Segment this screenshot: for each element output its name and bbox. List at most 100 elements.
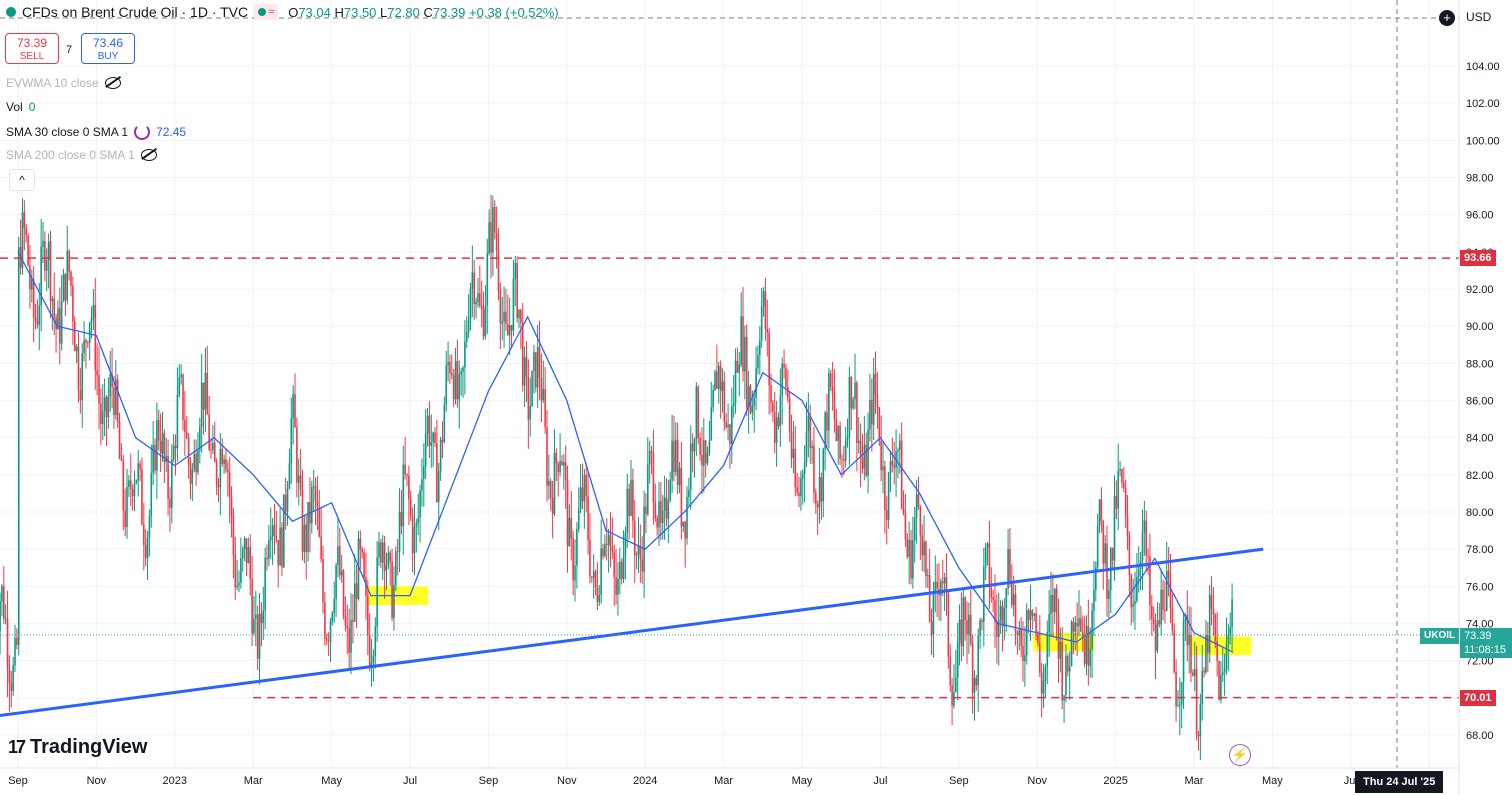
candle-body [1027,610,1030,620]
candle-body [986,543,989,548]
candle-body [764,291,767,329]
candle-body [318,507,321,537]
candle-body [680,467,683,527]
candle-body [107,396,110,418]
buy-button[interactable]: 73.46 BUY [81,33,135,64]
candle-body [736,360,739,373]
candle-body [872,373,875,425]
level-tag-lower: 70.01 [1460,689,1496,706]
candle-body [843,459,845,461]
candle-body [1229,627,1232,636]
candle-body [725,421,728,428]
candle-body [245,538,248,563]
indicator-evwma[interactable]: EVWMA 10 close [6,76,121,90]
data-status-badge[interactable]: ≈ [254,4,279,20]
eye-hidden-icon[interactable] [140,149,157,161]
candle-body [891,460,894,465]
symbol-title[interactable]: CFDs on Brent Crude Oil · 1D · TVC [22,4,249,20]
candle-body [281,527,283,568]
candle-body [792,448,795,459]
candle-body [781,363,784,396]
collapse-legend-button[interactable]: ^ [9,169,35,191]
candle-body [788,398,791,432]
candle-body [1063,695,1065,701]
candle-body [443,404,446,443]
candle-body [857,440,860,443]
candle-body [471,272,474,289]
buy-label: BUY [97,51,119,62]
candle-body [297,475,300,483]
candle-body [1136,576,1138,602]
candle-body [1126,515,1129,536]
candle-body [1080,618,1082,632]
candle-body [620,561,623,580]
candle-body [1053,588,1056,612]
candle-body [269,536,272,541]
indicator-vol[interactable]: Vol 0 [6,100,35,114]
sell-button[interactable]: 73.39 SELL [5,33,59,64]
candle-body [363,552,365,578]
lightning-icon[interactable]: ⚡ [1229,744,1251,766]
candle-body [1040,672,1043,694]
candle-body [255,614,257,619]
candle-body [342,570,345,616]
candle-body [44,241,46,271]
candle-body [185,431,188,438]
candle-body [570,518,573,539]
candle-body [148,516,151,538]
candle-body [1087,626,1090,666]
candle-body [893,464,896,468]
candle-body [294,394,296,428]
candle-body [650,451,653,454]
x-tick-label: Mar [244,775,263,787]
candle-body [1214,614,1217,642]
candle-body [393,585,395,618]
candle-body [1018,629,1021,636]
candle-body [908,540,910,557]
candle-body [962,597,965,647]
add-plus-icon[interactable]: + [1439,10,1455,26]
candle-body [419,490,421,518]
candle-body [602,548,604,557]
candle-body [553,452,556,515]
candle-body [912,539,914,579]
indicator-sma30[interactable]: SMA 30 close 0 SMA 1 72.45 [6,124,186,140]
eye-hidden-icon[interactable] [104,77,121,89]
candle-body [1137,569,1140,577]
candle-body [518,309,520,319]
candle-body [915,494,918,518]
candle-body [325,638,328,641]
candle-body [1156,620,1159,651]
candle-body [1165,570,1168,611]
candle-body [266,557,268,560]
crosshair-date-label: Thu 24 Jul '25 [1355,771,1444,793]
y-tick-label: 100.00 [1466,135,1500,147]
candle-body [92,304,95,318]
candle-body [512,278,515,331]
x-tick-label: Mar [1185,775,1204,787]
candle-body [829,373,832,387]
currency-label[interactable]: USD [1466,10,1492,24]
candle-body [350,620,352,653]
bar-countdown: 11:08:15 [1464,644,1507,656]
candle-body [380,542,382,563]
candle-body [1207,635,1209,653]
level-tag-upper: 93.66 [1460,250,1496,267]
candle-body [408,475,410,500]
candle-body [258,613,261,659]
candle-body [1067,655,1069,672]
candle-body [904,513,907,540]
candle-body [25,227,28,236]
candle-body [157,420,160,441]
indicator-sma200[interactable]: SMA 200 close 0 SMA 1 [6,148,157,162]
candle-body [561,461,563,466]
candle-body [1,586,3,601]
candle-body [796,487,798,493]
candle-body [133,482,136,497]
sync-icon[interactable] [134,124,151,140]
candle-body [661,510,664,523]
candle-body [271,525,274,537]
candle-body [755,368,757,398]
tradingview-logo[interactable]: 17 TradingView [8,736,147,759]
